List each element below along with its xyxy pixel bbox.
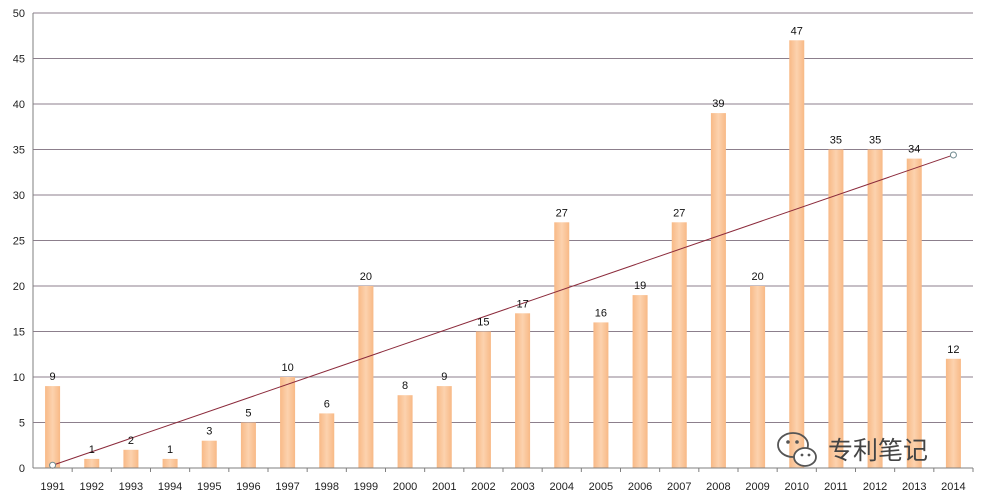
data-label: 9 bbox=[50, 371, 56, 383]
x-tick-label: 2004 bbox=[550, 481, 574, 493]
y-tick-label: 50 bbox=[13, 8, 25, 20]
bar bbox=[358, 286, 374, 468]
x-tick-label: 2002 bbox=[471, 481, 495, 493]
y-tick-label: 10 bbox=[13, 372, 25, 384]
x-tick-label: 1999 bbox=[354, 481, 378, 493]
x-tick-label: 2006 bbox=[628, 481, 652, 493]
data-label: 20 bbox=[360, 271, 372, 283]
x-tick-label: 1992 bbox=[80, 481, 104, 493]
data-label: 9 bbox=[441, 371, 447, 383]
data-label: 47 bbox=[791, 25, 803, 37]
bar bbox=[515, 313, 531, 468]
data-label: 8 bbox=[402, 380, 408, 392]
bar bbox=[945, 358, 961, 468]
x-tick-label: 2013 bbox=[902, 481, 926, 493]
bar bbox=[789, 40, 805, 469]
watermark-text: 专利笔记 bbox=[828, 436, 928, 465]
data-label: 27 bbox=[556, 207, 568, 219]
trendline-start-marker bbox=[49, 461, 57, 469]
y-tick-label: 45 bbox=[13, 54, 25, 66]
bar bbox=[45, 386, 61, 468]
data-label: 35 bbox=[869, 135, 881, 147]
data-label: 3 bbox=[206, 426, 212, 438]
data-label: 34 bbox=[908, 144, 920, 156]
x-tick-label: 1991 bbox=[40, 481, 64, 493]
bar bbox=[280, 377, 296, 468]
bar bbox=[593, 322, 609, 468]
x-tick-label: 1994 bbox=[158, 481, 182, 493]
x-tick-label: 2007 bbox=[667, 481, 691, 493]
bar bbox=[632, 295, 648, 468]
bar bbox=[750, 286, 766, 468]
x-tick-label: 2003 bbox=[510, 481, 534, 493]
data-label: 5 bbox=[245, 408, 251, 420]
y-tick-label: 20 bbox=[13, 281, 25, 293]
x-tick-label: 2010 bbox=[785, 481, 809, 493]
x-tick-label: 2012 bbox=[863, 481, 887, 493]
trendline bbox=[52, 154, 954, 466]
x-tick-label: 2000 bbox=[393, 481, 417, 493]
y-tick-label: 35 bbox=[13, 145, 25, 157]
y-tick-label: 0 bbox=[19, 463, 25, 475]
data-label: 1 bbox=[89, 444, 95, 456]
bar bbox=[201, 440, 217, 468]
data-label: 16 bbox=[595, 307, 607, 319]
bar bbox=[671, 222, 687, 468]
x-tick-label: 1993 bbox=[119, 481, 143, 493]
x-tick-label: 2011 bbox=[824, 481, 848, 493]
watermark: 专利笔记 bbox=[777, 432, 928, 467]
trendline-group bbox=[49, 151, 957, 469]
x-tick-label: 2005 bbox=[589, 481, 613, 493]
y-tick-label: 30 bbox=[13, 190, 25, 202]
bar bbox=[240, 422, 256, 468]
bar bbox=[906, 158, 922, 468]
data-label: 27 bbox=[673, 207, 685, 219]
data-label: 19 bbox=[634, 280, 646, 292]
bar bbox=[867, 149, 883, 468]
data-label: 15 bbox=[477, 317, 489, 329]
bar bbox=[123, 449, 139, 468]
bar bbox=[436, 386, 452, 468]
bar bbox=[84, 458, 100, 468]
gridlines bbox=[33, 12, 973, 423]
wechat-icon bbox=[777, 432, 817, 467]
y-tick-label: 25 bbox=[13, 236, 25, 248]
y-tick-label: 5 bbox=[19, 418, 25, 430]
data-label: 1 bbox=[167, 444, 173, 456]
bar bbox=[319, 413, 335, 468]
data-label: 2 bbox=[128, 435, 134, 447]
x-tick-label: 2001 bbox=[432, 481, 456, 493]
trendline-end-marker bbox=[949, 151, 957, 159]
data-label: 12 bbox=[947, 344, 959, 356]
bar bbox=[162, 458, 178, 468]
data-label: 6 bbox=[324, 398, 330, 410]
x-tick-label: 1997 bbox=[275, 481, 299, 493]
data-label: 10 bbox=[281, 362, 293, 374]
bars bbox=[45, 40, 961, 469]
y-tick-label: 40 bbox=[13, 99, 25, 111]
bar bbox=[554, 222, 570, 468]
y-tick-label: 15 bbox=[13, 327, 25, 339]
data-label: 35 bbox=[830, 135, 842, 147]
data-label: 20 bbox=[751, 271, 763, 283]
x-tick-label: 2014 bbox=[941, 481, 965, 493]
data-label: 39 bbox=[712, 98, 724, 110]
bar bbox=[397, 395, 413, 468]
x-tick-label: 1998 bbox=[315, 481, 339, 493]
x-tick-label: 2008 bbox=[706, 481, 730, 493]
bar bbox=[475, 331, 491, 468]
x-tick-label: 1996 bbox=[236, 481, 260, 493]
bar bbox=[710, 113, 726, 468]
x-tick-label: 2009 bbox=[745, 481, 769, 493]
bar bbox=[828, 149, 844, 468]
data-label: 17 bbox=[516, 298, 528, 310]
x-tick-label: 1995 bbox=[197, 481, 221, 493]
